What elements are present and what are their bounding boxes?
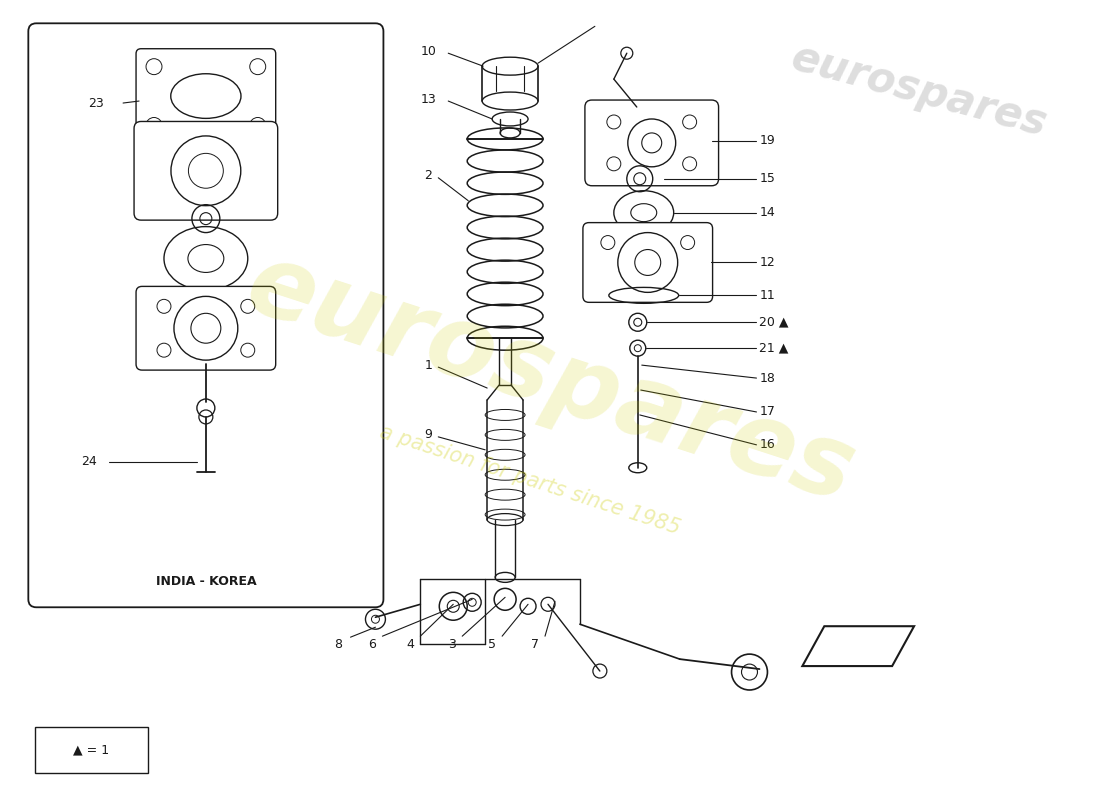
Text: 1: 1	[425, 358, 432, 372]
Text: 14: 14	[759, 206, 775, 219]
FancyBboxPatch shape	[29, 23, 384, 607]
FancyBboxPatch shape	[136, 286, 276, 370]
Text: ▲ = 1: ▲ = 1	[73, 743, 109, 756]
FancyBboxPatch shape	[35, 727, 148, 773]
Text: eurospares: eurospares	[786, 37, 1052, 146]
Text: 9: 9	[425, 428, 432, 442]
Text: a passion for parts since 1985: a passion for parts since 1985	[377, 422, 683, 538]
Text: 24: 24	[81, 455, 97, 468]
Text: 8: 8	[334, 638, 342, 650]
Text: 16: 16	[759, 438, 775, 451]
Text: 13: 13	[420, 93, 437, 106]
Text: 7: 7	[531, 638, 539, 650]
Text: 21 ▲: 21 ▲	[759, 342, 789, 354]
FancyBboxPatch shape	[583, 222, 713, 302]
Text: 4: 4	[406, 638, 415, 650]
Text: eurospares: eurospares	[234, 236, 866, 524]
Text: 6: 6	[368, 638, 376, 650]
Text: INDIA - KOREA: INDIA - KOREA	[155, 575, 256, 588]
Text: 12: 12	[759, 256, 775, 269]
Text: 3: 3	[449, 638, 456, 650]
FancyBboxPatch shape	[136, 49, 276, 143]
Text: 11: 11	[759, 289, 775, 302]
Text: 18: 18	[759, 371, 775, 385]
FancyBboxPatch shape	[585, 100, 718, 186]
Text: 19: 19	[759, 134, 775, 147]
Text: 20 ▲: 20 ▲	[759, 316, 789, 329]
Text: 2: 2	[425, 170, 432, 182]
Text: 5: 5	[488, 638, 496, 650]
FancyBboxPatch shape	[134, 122, 277, 220]
Text: 17: 17	[759, 406, 775, 418]
Ellipse shape	[482, 92, 538, 110]
Text: 10: 10	[420, 45, 437, 58]
Text: 15: 15	[759, 172, 775, 186]
Circle shape	[620, 47, 632, 59]
Text: 23: 23	[88, 97, 104, 110]
